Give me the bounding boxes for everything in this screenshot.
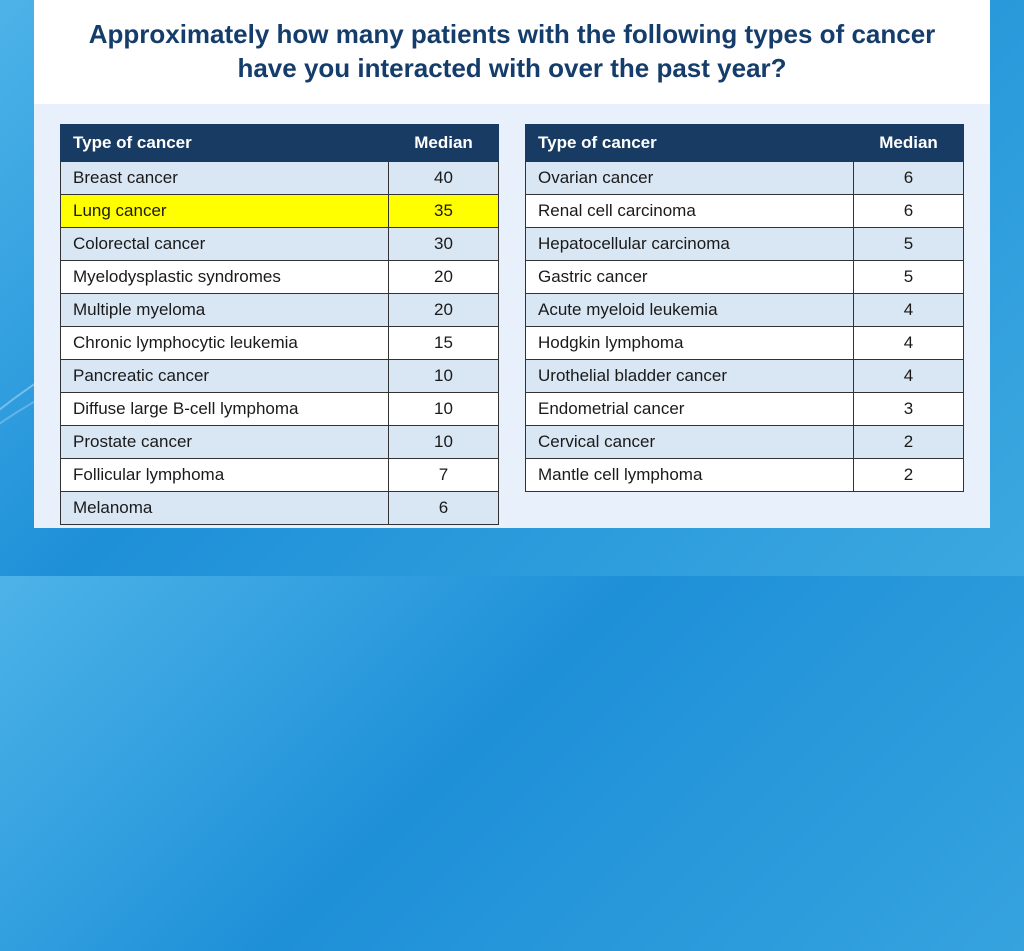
cell-type: Chronic lymphocytic leukemia [61,327,389,360]
table-row: Gastric cancer5 [526,261,964,294]
cell-type: Hepatocellular carcinoma [526,228,854,261]
cell-type: Urothelial bladder cancer [526,360,854,393]
cell-type: Mantle cell lymphoma [526,459,854,492]
table-row: Hodgkin lymphoma4 [526,327,964,360]
cell-type: Pancreatic cancer [61,360,389,393]
cell-median: 5 [854,261,964,294]
cell-median: 3 [854,393,964,426]
table-row: Ovarian cancer6 [526,162,964,195]
cell-type: Gastric cancer [526,261,854,294]
cell-type: Melanoma [61,492,389,525]
cell-median: 2 [854,426,964,459]
cell-median: 6 [854,195,964,228]
left-table: Type of cancer Median Breast cancer40Lun… [60,124,499,525]
cell-median: 5 [854,228,964,261]
cell-type: Follicular lymphoma [61,459,389,492]
table-row: Diffuse large B-cell lymphoma10 [61,393,499,426]
right-column: Type of cancer Median Ovarian cancer6Ren… [525,124,964,508]
right-table: Type of cancer Median Ovarian cancer6Ren… [525,124,964,492]
table-row: Acute myeloid leukemia4 [526,294,964,327]
left-column: Type of cancer Median Breast cancer40Lun… [60,124,499,508]
cell-median: 7 [389,459,499,492]
table-row: Prostate cancer10 [61,426,499,459]
cell-median: 6 [389,492,499,525]
table-row: Renal cell carcinoma6 [526,195,964,228]
tables-panel: Type of cancer Median Breast cancer40Lun… [34,104,990,528]
cell-type: Endometrial cancer [526,393,854,426]
table-row: Melanoma6 [61,492,499,525]
title-card: Approximately how many patients with the… [34,0,990,108]
col-header-type: Type of cancer [61,125,389,162]
table-row: Follicular lymphoma7 [61,459,499,492]
table-row: Chronic lymphocytic leukemia15 [61,327,499,360]
cell-median: 30 [389,228,499,261]
table-row: Cervical cancer2 [526,426,964,459]
table-row: Endometrial cancer3 [526,393,964,426]
cell-type: Cervical cancer [526,426,854,459]
cell-median: 40 [389,162,499,195]
cell-median: 10 [389,393,499,426]
table-row: Multiple myeloma20 [61,294,499,327]
table-row: Breast cancer40 [61,162,499,195]
cell-type: Hodgkin lymphoma [526,327,854,360]
cell-type: Diffuse large B-cell lymphoma [61,393,389,426]
cell-type: Breast cancer [61,162,389,195]
table-row: Mantle cell lymphoma2 [526,459,964,492]
col-header-median: Median [854,125,964,162]
page-title: Approximately how many patients with the… [74,18,950,86]
cell-type: Myelodysplastic syndromes [61,261,389,294]
cell-type: Colorectal cancer [61,228,389,261]
cell-median: 10 [389,426,499,459]
cell-type: Renal cell carcinoma [526,195,854,228]
cell-median: 4 [854,360,964,393]
cell-median: 4 [854,327,964,360]
cell-type: Lung cancer [61,195,389,228]
cell-median: 4 [854,294,964,327]
col-header-type: Type of cancer [526,125,854,162]
table-row: Myelodysplastic syndromes20 [61,261,499,294]
cell-median: 6 [854,162,964,195]
table-row: Lung cancer35 [61,195,499,228]
table-row: Pancreatic cancer10 [61,360,499,393]
table-row: Hepatocellular carcinoma5 [526,228,964,261]
cell-type: Ovarian cancer [526,162,854,195]
cell-median: 15 [389,327,499,360]
cell-type: Acute myeloid leukemia [526,294,854,327]
cell-median: 20 [389,261,499,294]
table-row: Urothelial bladder cancer4 [526,360,964,393]
cell-median: 35 [389,195,499,228]
table-row: Colorectal cancer30 [61,228,499,261]
cell-type: Multiple myeloma [61,294,389,327]
col-header-median: Median [389,125,499,162]
cell-median: 10 [389,360,499,393]
cell-median: 20 [389,294,499,327]
cell-type: Prostate cancer [61,426,389,459]
cell-median: 2 [854,459,964,492]
